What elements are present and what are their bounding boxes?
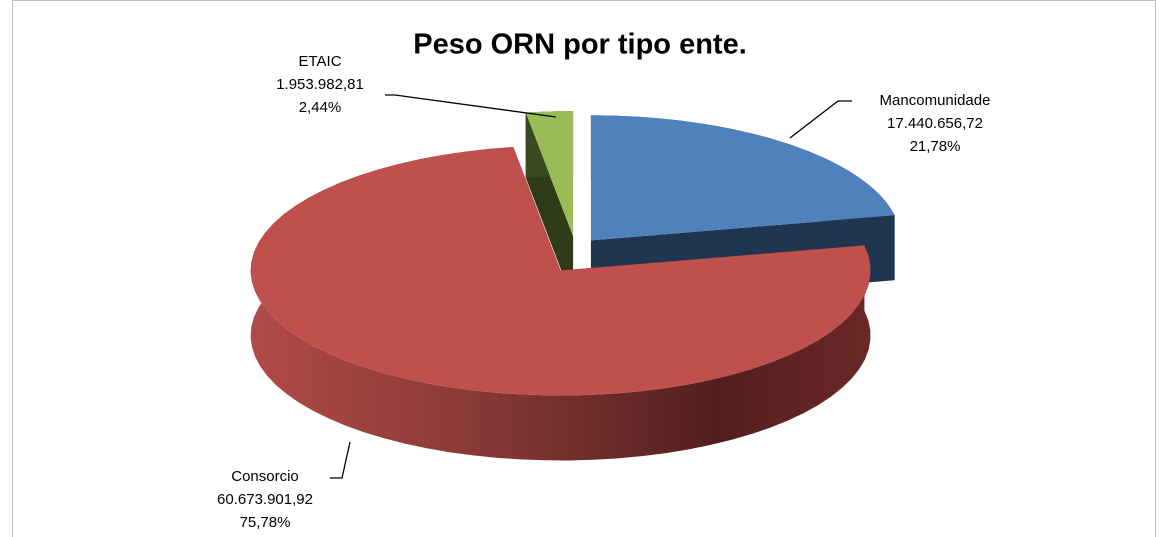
slice-top [590, 115, 895, 241]
chart-title: Peso ORN por tipo ente. [413, 29, 747, 61]
leader-line [385, 94, 557, 118]
data-label: 2,44% [299, 99, 342, 116]
data-label: 1.953.982,81 [276, 76, 364, 93]
slice-top [525, 111, 574, 237]
data-label: ETAIC [298, 53, 341, 70]
data-label: 75,78% [240, 514, 291, 531]
slice-top [250, 147, 871, 396]
data-label: Mancomunidade [880, 92, 991, 109]
data-label: 60.673.901,92 [217, 491, 313, 508]
data-label: 17.440.656,72 [887, 115, 983, 132]
data-label: Consorcio [231, 468, 299, 485]
data-label: 21,78% [910, 138, 961, 155]
leader-line [330, 441, 351, 479]
leader-line [789, 100, 852, 139]
